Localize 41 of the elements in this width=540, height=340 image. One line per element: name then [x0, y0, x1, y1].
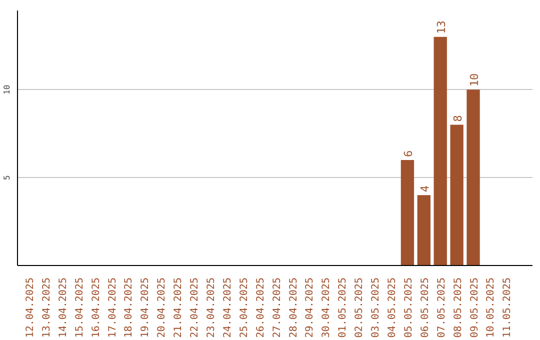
x-tick-label: 03.05.2025 — [370, 277, 382, 338]
x-tick-label: 13.04.2025 — [41, 277, 52, 338]
x-tick-label: 27.04.2025 — [272, 277, 283, 338]
x-tick-label: 08.05.2025 — [452, 277, 464, 338]
x-tick-label: 19.04.2025 — [140, 277, 152, 338]
data-label: 4 — [418, 185, 432, 192]
x-tick-label: 14.04.2025 — [58, 277, 69, 338]
x-tick-label: 29.04.2025 — [304, 277, 316, 338]
x-tick-label: 18.04.2025 — [124, 277, 135, 338]
x-tick-label: 04.05.2025 — [387, 277, 398, 338]
x-tick-label: 10.05.2025 — [486, 277, 497, 338]
y-tick-label: 5 — [2, 174, 12, 180]
x-tick-label: 01.05.2025 — [338, 277, 349, 338]
x-tick-label: 28.04.2025 — [288, 277, 300, 338]
x-tick-label: 05.05.2025 — [403, 277, 414, 338]
data-label: 13 — [434, 20, 448, 34]
x-tick-label: 17.04.2025 — [107, 277, 118, 338]
x-tick-label: 07.05.2025 — [436, 277, 448, 338]
x-tick-label: 16.04.2025 — [90, 277, 102, 338]
x-tick-label: 23.04.2025 — [206, 277, 218, 338]
x-tick-label: 26.04.2025 — [255, 277, 266, 338]
x-tick-label: 25.04.2025 — [238, 277, 250, 338]
x-tick-label: 11.05.2025 — [502, 277, 514, 338]
x-tick-label: 09.05.2025 — [469, 277, 480, 338]
x-tick-label: 30.04.2025 — [321, 277, 332, 338]
bar — [400, 160, 414, 266]
data-label: 8 — [451, 115, 464, 122]
x-tick-label: 24.04.2025 — [222, 277, 234, 338]
data-label: 10 — [468, 73, 481, 87]
bar — [434, 36, 447, 266]
x-tick-label: 21.04.2025 — [173, 277, 184, 338]
x-tick-label: 12.04.2025 — [25, 277, 36, 338]
bar — [466, 90, 480, 266]
bar — [417, 195, 430, 266]
data-label: 6 — [402, 150, 415, 157]
x-tick-label: 06.05.2025 — [420, 277, 431, 338]
x-tick-label: 02.05.2025 — [354, 277, 366, 338]
x-tick-label: 22.04.2025 — [190, 277, 201, 338]
bar — [450, 124, 464, 266]
x-tick-label: 20.04.2025 — [156, 277, 168, 338]
x-tick-label: 15.04.2025 — [74, 277, 86, 338]
